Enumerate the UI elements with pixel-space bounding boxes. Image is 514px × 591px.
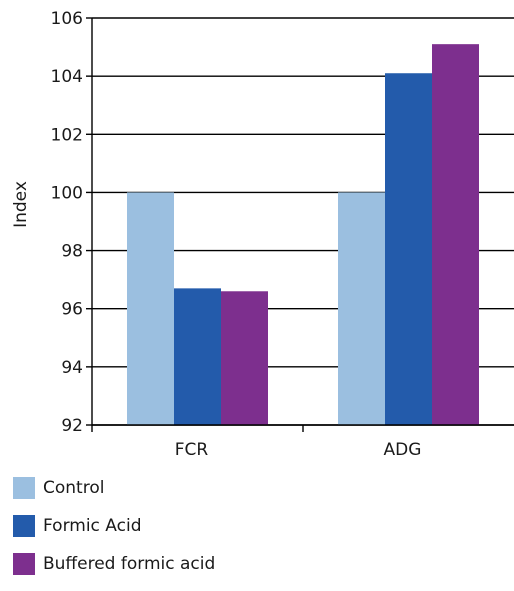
legend-swatch-buffered-formic-acid [13,553,35,575]
bar-formic-acid-adg [385,73,432,425]
legend-item-control: Control [13,477,413,499]
y-tick-label: 102 [51,125,83,145]
bar-buffered-formic-acid-adg [432,44,479,426]
bar-formic-acid-fcr [174,288,221,425]
y-tick-label: 92 [61,416,83,436]
legend-label-formic-acid: Formic Acid [43,516,142,536]
legend-item-buffered-formic-acid: Buffered formic acid [13,553,413,575]
y-tick-label: 104 [51,67,83,87]
y-tick-label: 100 [51,183,83,203]
y-tick-label: 106 [51,9,83,29]
legend-item-formic-acid: Formic Acid [13,515,413,537]
x-tick-label: FCR [175,440,209,460]
y-tick-label: 94 [61,358,83,378]
x-tick-label: ADG [384,440,422,460]
legend-swatch-formic-acid [13,515,35,537]
y-tick-label: 98 [61,242,83,262]
bar-control-adg [338,192,385,425]
legend-label-buffered-formic-acid: Buffered formic acid [43,554,216,574]
chart-plot: 92 94 96 98 100 102 104 106 FCR ADG Index [11,9,514,460]
y-tick-label: 96 [61,300,83,320]
bar-control-fcr [127,192,174,425]
chart: 92 94 96 98 100 102 104 106 FCR ADG Index Control … [11,9,514,575]
legend: Control Formic Acid Buffered formic acid [13,477,413,591]
legend-swatch-control [13,477,35,499]
legend-label-control: Control [43,478,105,498]
y-axis-label: Index [11,181,31,228]
bar-buffered-formic-acid-fcr [221,291,268,425]
